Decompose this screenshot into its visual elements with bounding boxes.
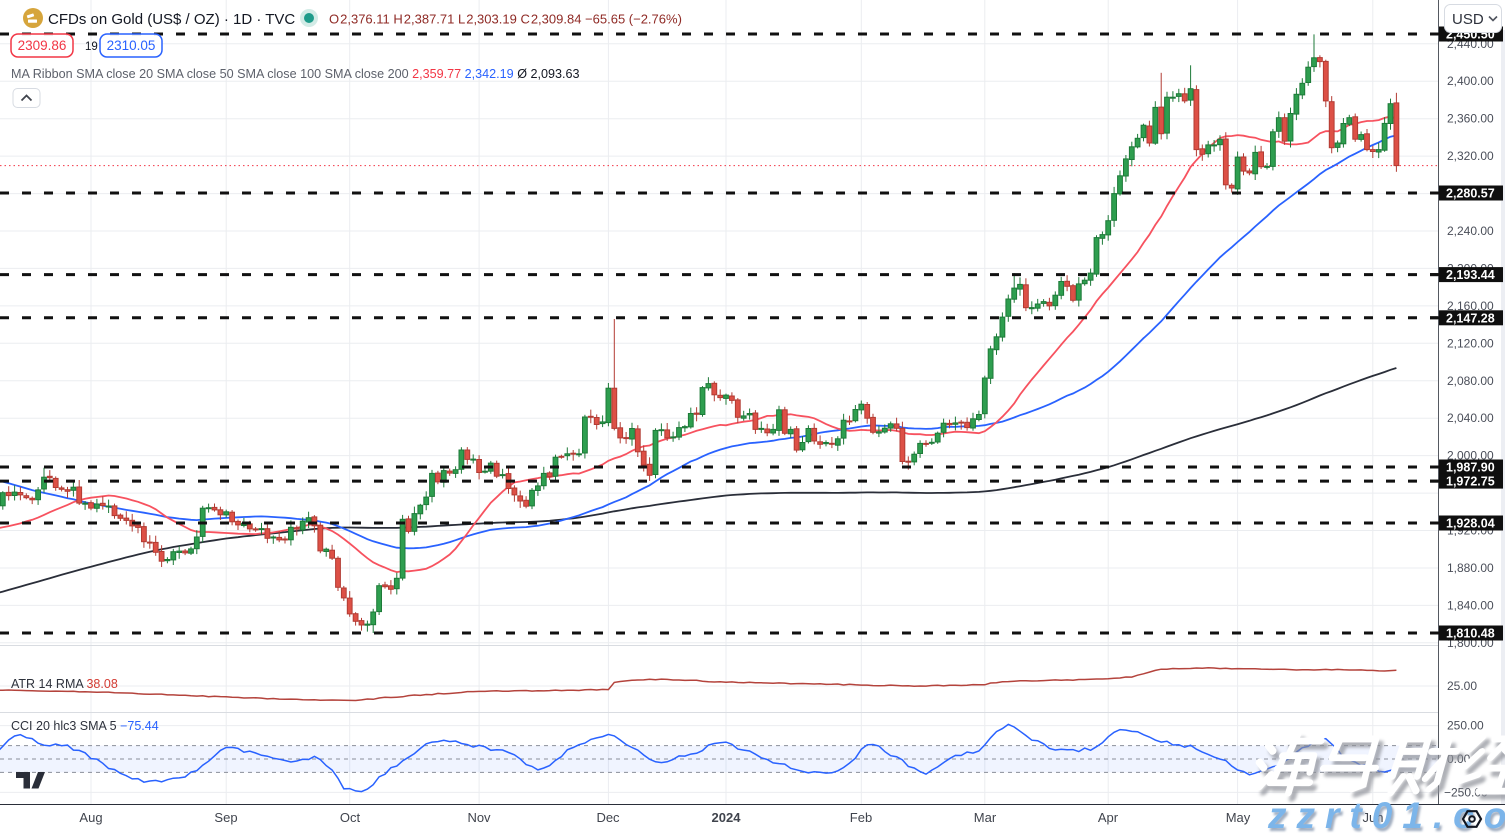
svg-text:Oct: Oct — [340, 810, 361, 825]
svg-text:CFDs on Gold (US$ / OZ) · 1D ·: CFDs on Gold (US$ / OZ) · 1D · TVC — [48, 11, 295, 28]
svg-text:USD: USD — [1452, 11, 1484, 28]
svg-text:Mar: Mar — [974, 810, 997, 825]
svg-text:1,810.48: 1,810.48 — [1446, 627, 1495, 641]
svg-text:2310.05: 2310.05 — [107, 38, 156, 53]
svg-text:19: 19 — [85, 41, 98, 53]
svg-text:1,928.04: 1,928.04 — [1446, 517, 1495, 531]
svg-text:MA Ribbon SMA close 20 SMA clo: MA Ribbon SMA close 20 SMA close 50 SMA … — [11, 67, 580, 81]
svg-text:2,080.00: 2,080.00 — [1447, 374, 1494, 388]
svg-text:2309.86: 2309.86 — [18, 38, 67, 53]
svg-text:ATR 14 RMA 38.08: ATR 14 RMA 38.08 — [11, 677, 118, 691]
svg-text:1,880.00: 1,880.00 — [1447, 561, 1494, 575]
svg-text:Apr: Apr — [1098, 810, 1119, 825]
svg-text:2,280.57: 2,280.57 — [1446, 187, 1495, 201]
svg-text:2,240.00: 2,240.00 — [1447, 224, 1494, 238]
svg-text:1,987.90: 1,987.90 — [1446, 461, 1495, 475]
svg-text:Nov: Nov — [467, 810, 491, 825]
svg-text:2,000.00: 2,000.00 — [1447, 449, 1494, 463]
svg-text:2,400.00: 2,400.00 — [1447, 74, 1494, 88]
svg-text:Sep: Sep — [214, 810, 237, 825]
svg-text:2024: 2024 — [712, 810, 742, 825]
svg-text:2,193.44: 2,193.44 — [1446, 268, 1495, 282]
svg-text:2,360.00: 2,360.00 — [1447, 112, 1494, 126]
svg-text:O2,376.11 H2,387.71 L2,303.1: O2,376.11 H2,387.71 L2,303.19 C2,309.84 … — [329, 12, 682, 27]
svg-text:Feb: Feb — [850, 810, 872, 825]
svg-text:1,840.00: 1,840.00 — [1447, 598, 1494, 612]
svg-text:Aug: Aug — [79, 810, 102, 825]
svg-text:CCI 20 hlc3 SMA 5 −75.44: CCI 20 hlc3 SMA 5 −75.44 — [11, 719, 159, 733]
svg-text:2,040.00: 2,040.00 — [1447, 411, 1494, 425]
svg-text:May: May — [1226, 810, 1251, 825]
svg-text:2,147.28: 2,147.28 — [1446, 311, 1495, 325]
svg-text:Dec: Dec — [596, 810, 620, 825]
svg-text:25.00: 25.00 — [1447, 679, 1477, 693]
svg-text:2,320.00: 2,320.00 — [1447, 149, 1494, 163]
svg-text:2,120.00: 2,120.00 — [1447, 336, 1494, 350]
svg-text:2,160.00: 2,160.00 — [1447, 299, 1494, 313]
svg-text:250.00: 250.00 — [1447, 719, 1484, 733]
svg-text:Jun: Jun — [1363, 810, 1384, 825]
svg-text:1,972.75: 1,972.75 — [1446, 475, 1495, 489]
